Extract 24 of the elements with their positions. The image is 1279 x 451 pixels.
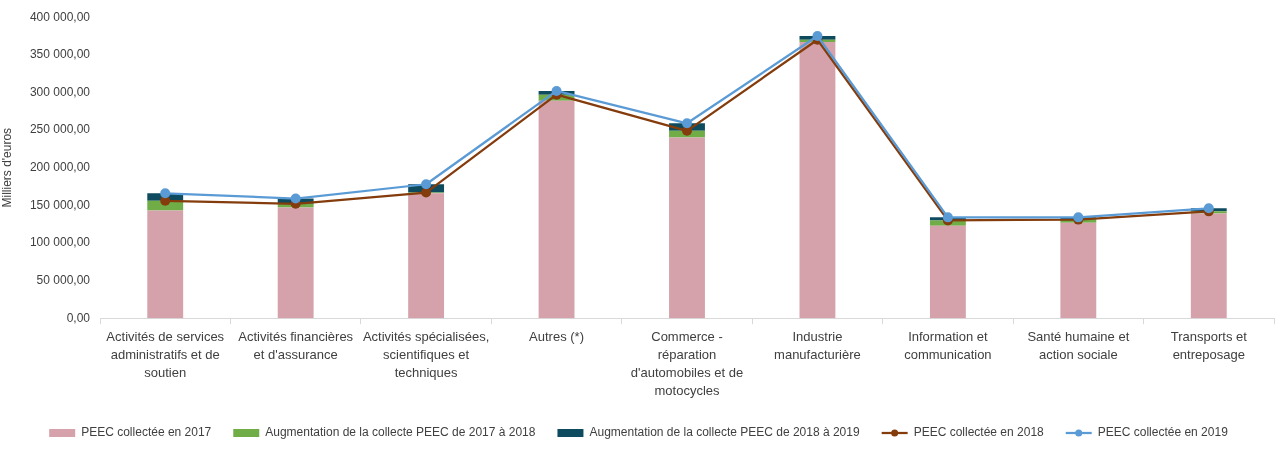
y-tick-label: 200 000,00 — [29, 160, 91, 175]
x-tick-label: Commerce - réparation d'automobiles et de motocycles — [630, 328, 744, 399]
x-tick-label: Industrie manufacturière — [774, 328, 861, 363]
y-tick-label: 150 000,00 — [29, 197, 91, 212]
y-tick-label: 250 000,00 — [29, 122, 91, 137]
y-axis-title: Milliers d'euros — [0, 127, 14, 208]
y-tick-label: 0,00 — [66, 310, 91, 325]
x-tick-label: Transports et entreposage — [1170, 328, 1248, 363]
y-tick-label: 300 000,00 — [29, 84, 91, 99]
x-tick-label: Autres (*) — [529, 328, 585, 344]
x-tick-label: Activités financières et d'assurance — [238, 328, 354, 363]
legend-label: Augmentation de la collecte PEEC de 2017 à 2018 — [265, 425, 536, 440]
y-tick-label: 50 000,00 — [36, 272, 91, 287]
y-tick-label: 400 000,00 — [29, 9, 91, 24]
legend-label: Augmentation de la collecte PEEC de 2018 à 2019 — [589, 425, 860, 440]
legend-label: PEEC collectée en 2018 — [913, 425, 1045, 440]
x-tick-label: Activités de services administratifs et de soutien — [106, 328, 225, 381]
x-tick-label: Santé humaine et action sociale — [1027, 328, 1130, 363]
legend-label: PEEC collectée en 2019 — [1097, 425, 1229, 440]
x-tick-label: Activités spécialisées, scientifiques et techniques — [362, 328, 490, 381]
legend-label: PEEC collectée en 2017 — [81, 425, 212, 440]
y-tick-label: 100 000,00 — [29, 235, 91, 250]
y-tick-label: 350 000,00 — [29, 47, 91, 62]
x-tick-label: Information et communication — [904, 328, 992, 363]
